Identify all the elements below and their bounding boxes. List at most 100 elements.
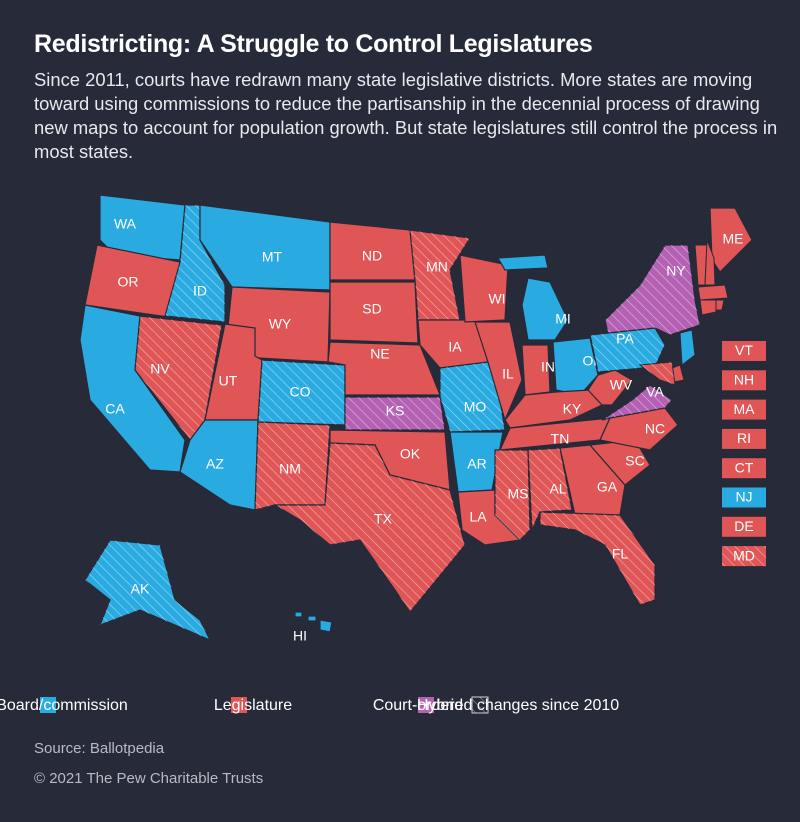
- state: [496, 254, 549, 271]
- state: [521, 277, 569, 341]
- state-label: FL: [612, 546, 629, 562]
- state-label: MS: [508, 486, 529, 502]
- state: [294, 611, 303, 618]
- state-label: AZ: [206, 456, 224, 472]
- state: [679, 329, 696, 366]
- state-label: AK: [131, 581, 150, 597]
- state: [552, 337, 599, 396]
- state-label: WY: [269, 316, 292, 332]
- state-label: VA: [646, 384, 664, 400]
- state-label: TX: [374, 511, 393, 527]
- court-hatch: [640, 362, 675, 385]
- copyright: © 2021 The Pew Charitable Trusts: [34, 770, 264, 787]
- court-hatch: [275, 443, 465, 612]
- state-label: MN: [426, 259, 448, 275]
- state-label: UT: [219, 373, 238, 389]
- source: Source: Ballotpedia: [34, 740, 165, 757]
- legend-label: Legislature: [214, 697, 292, 714]
- court-hatch: [528, 448, 572, 530]
- state-label: OK: [400, 446, 421, 462]
- state: [699, 299, 717, 316]
- court-hatch: [440, 362, 505, 432]
- legend-swatch: [40, 697, 56, 713]
- callout-label: MA: [734, 401, 756, 417]
- state-label: WI: [488, 291, 505, 307]
- state: [459, 254, 509, 323]
- legend-swatch: [472, 697, 488, 713]
- state: [559, 444, 626, 516]
- callout-label: DE: [734, 518, 753, 534]
- state-label: CA: [105, 401, 125, 417]
- state: [704, 239, 716, 286]
- state: [587, 369, 633, 406]
- court-hatch: [495, 450, 530, 540]
- callout-box: [722, 370, 766, 391]
- state-label: ID: [193, 283, 207, 299]
- state-label: TN: [551, 431, 570, 447]
- state-label: AL: [549, 481, 566, 497]
- state-label: KY: [563, 401, 582, 417]
- state-label: LA: [469, 509, 487, 525]
- state-label: NY: [666, 263, 686, 279]
- state-label: OR: [118, 274, 139, 290]
- legend-swatch: [418, 697, 434, 713]
- legend-label: Hybrid: [417, 697, 463, 714]
- legend-label: Court-ordered changes since 2010: [373, 697, 619, 714]
- subtitle: Since 2011, courts have redrawn many sta…: [34, 69, 778, 162]
- state-label: MI: [555, 311, 571, 327]
- court-hatch: [345, 397, 445, 430]
- callout-label: RI: [737, 430, 751, 446]
- callout-box: [722, 341, 766, 361]
- state-label: SC: [625, 453, 644, 469]
- state-label: ND: [362, 248, 382, 264]
- legend-label: Board/commission: [0, 697, 128, 714]
- state-label: WA: [114, 216, 137, 232]
- callout-box: [722, 487, 766, 508]
- court-hatch: [540, 512, 655, 605]
- callout-box: [722, 458, 766, 479]
- state-label: SD: [362, 301, 381, 317]
- callout-label: CT: [735, 459, 754, 475]
- state-label: IN: [541, 359, 555, 375]
- court-hatch: [255, 422, 330, 510]
- court-hatch: [605, 245, 700, 335]
- court-hatch: [602, 385, 672, 420]
- state: [474, 321, 523, 422]
- callout-box: [722, 516, 766, 537]
- court-hatch: [590, 328, 665, 372]
- state-label: HI: [293, 628, 307, 644]
- callout-box: [722, 428, 766, 449]
- state-label: AR: [467, 456, 486, 472]
- state-label: NV: [150, 361, 170, 377]
- state: [84, 244, 181, 319]
- court-hatch: [165, 205, 225, 322]
- state: [599, 407, 679, 451]
- state-label: IA: [448, 339, 462, 355]
- state-label: GA: [597, 479, 618, 495]
- state-label: WV: [610, 377, 633, 393]
- state-label: IL: [502, 366, 514, 382]
- state-label: PA: [616, 331, 634, 347]
- court-hatch: [135, 316, 222, 440]
- title: Redistricting: A Struggle to Control Leg…: [34, 30, 593, 58]
- court-hatch: [722, 546, 766, 567]
- state-label: CO: [290, 384, 311, 400]
- state-label: MT: [262, 249, 283, 265]
- callout-box: [722, 399, 766, 420]
- court-hatch: [85, 540, 210, 640]
- state-label: MO: [464, 399, 487, 415]
- state: [199, 204, 331, 291]
- state-label: ME: [723, 231, 744, 247]
- state: [307, 615, 317, 622]
- state: [697, 284, 729, 301]
- callout-label: NJ: [735, 489, 752, 505]
- callout-label: NH: [734, 372, 754, 388]
- court-hatch: [258, 360, 345, 425]
- court-hatch: [410, 230, 470, 320]
- state-label: NE: [370, 346, 389, 362]
- state: [329, 281, 419, 344]
- state-label: KS: [386, 403, 405, 419]
- callout-label: VT: [735, 342, 753, 358]
